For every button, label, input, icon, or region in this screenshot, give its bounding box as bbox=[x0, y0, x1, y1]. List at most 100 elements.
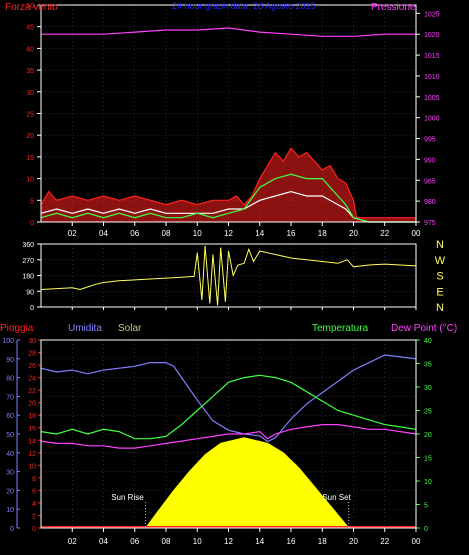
tick-label-rain: 16 bbox=[28, 426, 36, 433]
tick-label-x: 04 bbox=[99, 537, 108, 546]
tick-label-x: 02 bbox=[68, 537, 77, 546]
series-gust_green bbox=[40, 173, 416, 223]
tick-label-humidity: 70 bbox=[6, 394, 14, 401]
tick-label-x: 04 bbox=[99, 229, 108, 238]
tick-label-humidity: 0 bbox=[10, 526, 14, 533]
rain-label: Pioggia bbox=[0, 323, 34, 334]
tick-label-x: 06 bbox=[130, 229, 139, 238]
tick-label-humidity: 40 bbox=[6, 451, 14, 458]
tick-label-x: 22 bbox=[380, 229, 389, 238]
tick-label-left: 45 bbox=[26, 25, 34, 32]
compass-label: N bbox=[436, 239, 444, 251]
tick-label-x: 22 bbox=[380, 537, 389, 546]
tick-label-temp: 5 bbox=[424, 503, 428, 510]
tick-label-right: 1000 bbox=[424, 116, 440, 123]
tick-label-x: 14 bbox=[255, 229, 264, 238]
tick-label-left: 0 bbox=[30, 305, 34, 312]
tick-label-humidity: 90 bbox=[6, 357, 14, 364]
tick-label-x: 08 bbox=[162, 229, 171, 238]
tick-label-rain: 12 bbox=[28, 451, 36, 458]
series-solar-area bbox=[41, 437, 416, 529]
sunset-label: Sun Set bbox=[322, 493, 351, 502]
tick-label-left: 90 bbox=[26, 289, 34, 296]
sunrise-label: Sun Rise bbox=[111, 493, 144, 502]
chart-title: 24 hour graph data, 28 Agosto 2015 bbox=[172, 1, 316, 11]
tick-label-x: 12 bbox=[224, 229, 233, 238]
right-axis-label: Pressione bbox=[371, 2, 416, 13]
tick-label-rain: 4 bbox=[32, 501, 36, 508]
tick-label-temp: 35 bbox=[424, 362, 432, 369]
humidity-temp-panel: Sun Rise Sun Set0102030405060708090100024… bbox=[0, 323, 457, 546]
tick-label-left: 40 bbox=[26, 46, 34, 53]
tick-label-right: 990 bbox=[424, 157, 436, 164]
tick-label-rain: 2 bbox=[32, 513, 36, 520]
temperature-label: Temperatura bbox=[312, 323, 369, 334]
tick-label-humidity: 100 bbox=[2, 338, 14, 345]
tick-label-rain: 28 bbox=[28, 351, 36, 358]
tick-label-x: 18 bbox=[318, 537, 327, 546]
tick-label-rain: 22 bbox=[28, 388, 36, 395]
tick-label-x: 16 bbox=[287, 537, 296, 546]
tick-label-x: 10 bbox=[193, 229, 202, 238]
tick-label-rain: 10 bbox=[28, 463, 36, 470]
tick-label-left: 5 bbox=[30, 198, 34, 205]
series-humidity bbox=[40, 354, 417, 443]
tick-label-rain: 0 bbox=[32, 526, 36, 533]
tick-label-x: 10 bbox=[193, 537, 202, 546]
tick-label-right: 1025 bbox=[424, 11, 440, 18]
solar-label: Solar bbox=[118, 323, 142, 334]
plot-frame bbox=[40, 4, 417, 223]
tick-label-rain: 14 bbox=[28, 438, 36, 445]
tick-label-left: 30 bbox=[26, 90, 34, 97]
tick-label-right: 975 bbox=[424, 220, 436, 227]
plot-frame bbox=[40, 339, 417, 529]
tick-label-x: 08 bbox=[162, 537, 171, 546]
left-axis-label: Forza vento bbox=[5, 2, 58, 13]
tick-label-x: 20 bbox=[349, 229, 358, 238]
tick-label-left: 0 bbox=[30, 220, 34, 227]
tick-label-right: 980 bbox=[424, 199, 436, 206]
tick-label-x: 20 bbox=[349, 537, 358, 546]
compass-label: S bbox=[436, 271, 443, 283]
tick-label-rain: 26 bbox=[28, 363, 36, 370]
humidity-label: Umidita bbox=[68, 323, 102, 334]
wind-pressure-panel: 0510152025303540455097598098599099510001… bbox=[5, 1, 440, 238]
tick-label-humidity: 20 bbox=[6, 488, 14, 495]
tick-label-left: 360 bbox=[22, 242, 34, 249]
series-dewpoint bbox=[40, 424, 417, 449]
series-wind-area bbox=[41, 148, 416, 222]
tick-label-rain: 30 bbox=[28, 338, 36, 345]
tick-label-x: 00 bbox=[412, 537, 421, 546]
tick-label-right: 1005 bbox=[424, 95, 440, 102]
tick-label-rain: 20 bbox=[28, 401, 36, 408]
tick-label-right: 985 bbox=[424, 178, 436, 185]
tick-label-temp: 15 bbox=[424, 456, 432, 463]
tick-label-rain: 8 bbox=[32, 476, 36, 483]
tick-label-left: 270 bbox=[22, 258, 34, 265]
tick-label-x: 18 bbox=[318, 229, 327, 238]
tick-label-right: 1010 bbox=[424, 74, 440, 81]
tick-label-temp: 20 bbox=[424, 432, 432, 439]
tick-label-x: 12 bbox=[224, 537, 233, 546]
tick-label-temp: 40 bbox=[424, 338, 432, 345]
tick-label-left: 180 bbox=[22, 274, 34, 281]
tick-label-rain: 24 bbox=[28, 376, 36, 383]
tick-label-humidity: 80 bbox=[6, 376, 14, 383]
tick-label-humidity: 30 bbox=[6, 470, 14, 477]
tick-label-x: 06 bbox=[130, 537, 139, 546]
series-pressure bbox=[41, 27, 416, 37]
plot-frame bbox=[40, 243, 417, 308]
tick-label-right: 1020 bbox=[424, 32, 440, 39]
tick-label-left: 35 bbox=[26, 68, 34, 75]
series-wind bbox=[40, 147, 416, 219]
tick-label-left: 20 bbox=[26, 133, 34, 140]
tick-label-x: 16 bbox=[287, 229, 296, 238]
tick-label-x: 02 bbox=[68, 229, 77, 238]
tick-label-temp: 25 bbox=[424, 409, 432, 416]
tick-label-x: 14 bbox=[255, 537, 264, 546]
tick-label-rain: 18 bbox=[28, 413, 36, 420]
tick-label-humidity: 50 bbox=[6, 432, 14, 439]
tick-label-left: 15 bbox=[26, 155, 34, 162]
compass-label: N bbox=[436, 302, 444, 314]
